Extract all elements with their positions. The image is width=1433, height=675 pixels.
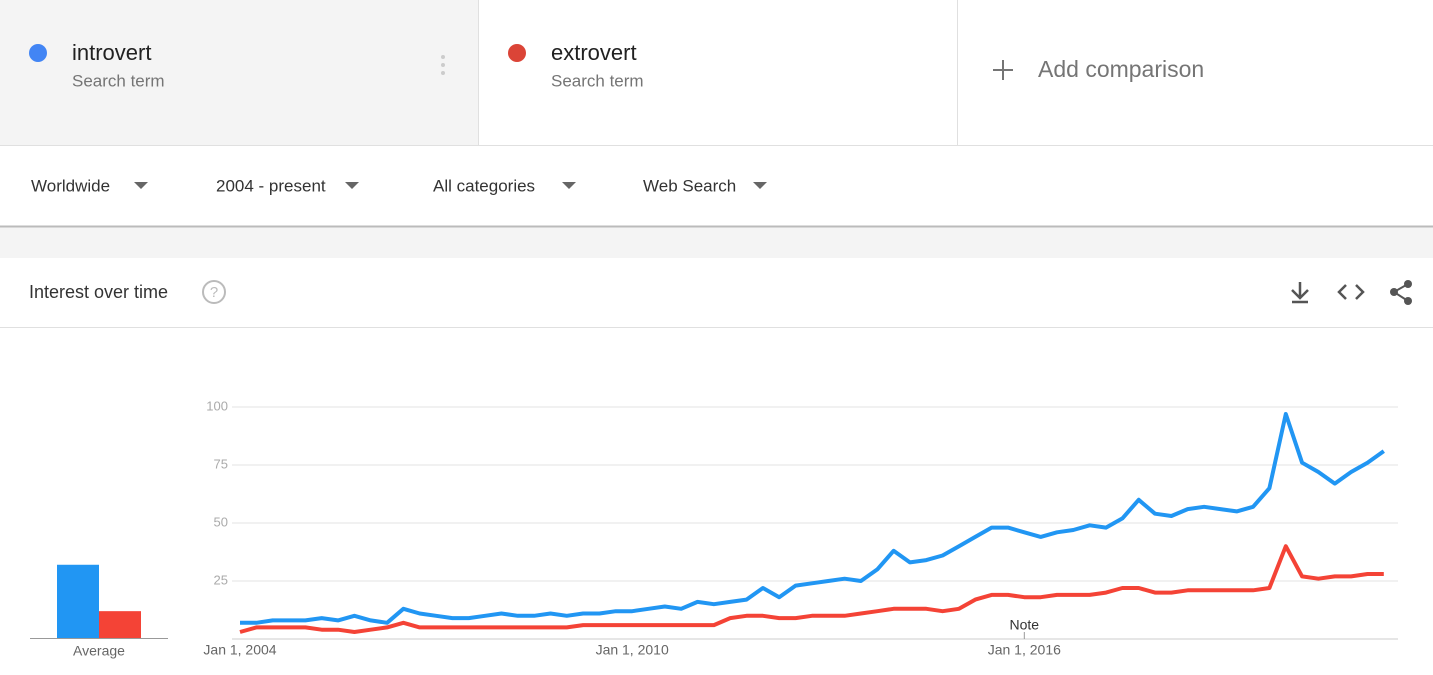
term-name[interactable]: introvert [72, 40, 151, 65]
y-tick-label: 25 [214, 572, 228, 587]
dropdown-arrow[interactable] [753, 182, 767, 189]
plus-icon[interactable] [993, 60, 1013, 80]
term-dot [508, 44, 526, 62]
add-comparison[interactable]: Add comparison [1038, 56, 1204, 82]
download-icon[interactable] [1291, 282, 1309, 304]
term-subtitle: Search term [72, 71, 165, 90]
term-panel-active[interactable] [0, 0, 478, 145]
series-line [239, 544, 1384, 634]
filter[interactable]: All categories [433, 176, 535, 195]
dropdown-arrow[interactable] [134, 182, 148, 189]
x-tick-label: Jan 1, 2004 [203, 642, 276, 658]
x-tick-label: Jan 1, 2016 [988, 642, 1061, 658]
filter[interactable]: 2004 - present [216, 176, 326, 195]
filter[interactable]: Web Search [643, 176, 736, 195]
filter[interactable]: Worldwide [31, 176, 110, 195]
average-label: Average [73, 643, 125, 659]
term-name[interactable]: extrovert [551, 40, 637, 65]
plot: 25 50 75 100 Jan 1, 2004 Jan 1, 2010 Jan 1, 20… [30, 398, 1398, 659]
x-tick-label: Jan 1, 2010 [596, 642, 669, 658]
help-icon[interactable] [202, 280, 226, 304]
dropdown-arrow[interactable] [562, 182, 576, 189]
y-tick-label: 100 [206, 398, 228, 413]
term-subtitle: Search term [551, 71, 644, 90]
y-tick-label: 50 [214, 514, 228, 529]
average-bar [57, 564, 99, 638]
term-dot [29, 44, 47, 62]
share-icon[interactable] [1390, 280, 1412, 305]
dropdown-arrow[interactable] [345, 182, 359, 189]
y-tick-label: 75 [214, 456, 228, 471]
help-icon-glyph[interactable]: ? [210, 284, 218, 301]
average-bar [99, 611, 141, 638]
card-title: Interest over time [29, 282, 168, 302]
more-menu[interactable] [441, 55, 445, 75]
series-line [240, 412, 1385, 625]
embed-icon[interactable] [1337, 284, 1365, 300]
page-gap [0, 226, 1433, 258]
note-label: Note [1010, 617, 1040, 633]
